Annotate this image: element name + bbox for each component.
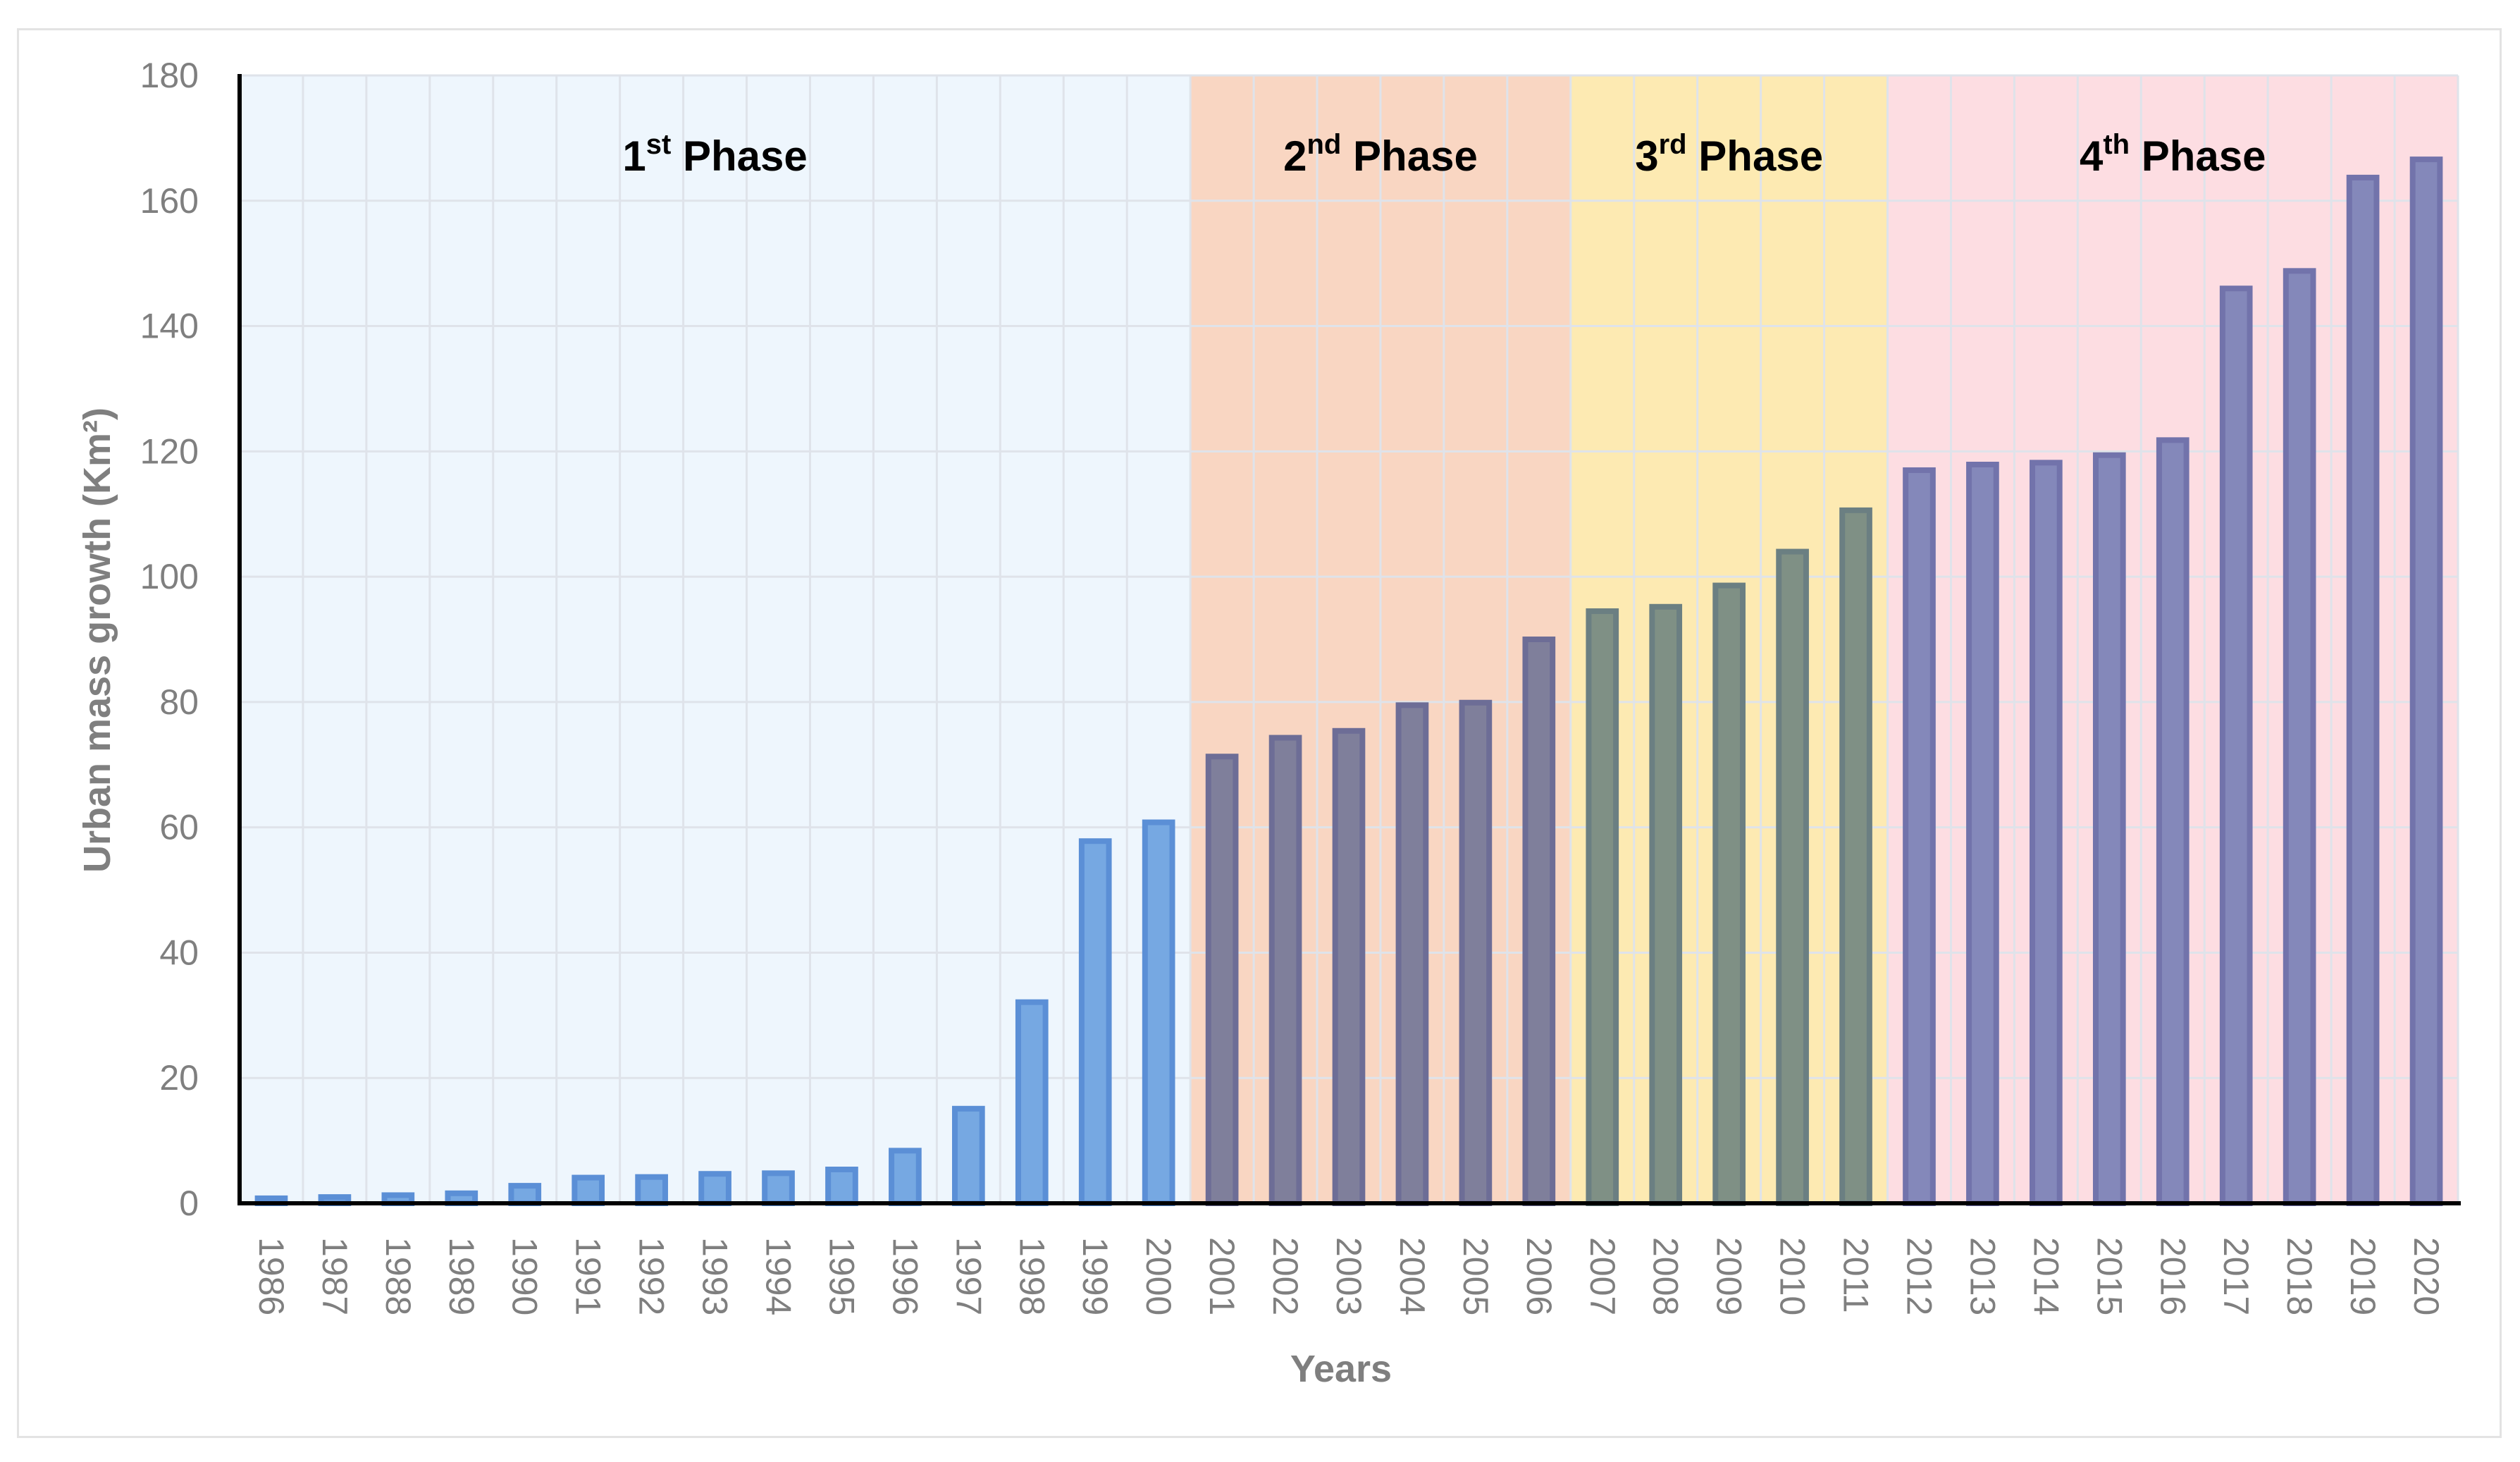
bar-2006 (1522, 637, 1556, 1206)
x-tick-label: 1998 (1012, 1237, 1051, 1315)
y-tick-label: 80 (159, 682, 199, 722)
x-tick-label: 2014 (2026, 1237, 2065, 1315)
bar-1991 (572, 1174, 605, 1206)
bar-2016 (2156, 437, 2189, 1206)
x-tick-label: 2007 (1583, 1237, 1622, 1315)
bar-2002 (1268, 735, 1302, 1206)
phase-label: 4th Phase (2080, 129, 2266, 180)
x-tick-label: 1992 (632, 1237, 672, 1315)
phase-label: 1st Phase (622, 129, 807, 180)
x-tick-label: 2017 (2216, 1237, 2256, 1315)
x-tick-label: 2008 (1646, 1237, 1686, 1315)
gridlines (240, 74, 2459, 1203)
bar-1992 (635, 1174, 668, 1206)
x-tick-label: 1999 (1075, 1237, 1115, 1315)
y-tick-label: 60 (159, 808, 199, 847)
x-tick-label: 2018 (2280, 1237, 2319, 1315)
x-tick-label: 1994 (759, 1237, 798, 1315)
x-tick-label: 1995 (822, 1237, 861, 1315)
bar-2012 (1903, 467, 1936, 1206)
x-tick-label: 2004 (1392, 1237, 1432, 1315)
bar-1995 (825, 1167, 858, 1206)
y-tick-label: 140 (140, 307, 199, 346)
x-tick-label: 2002 (1266, 1237, 1305, 1315)
bar-2018 (2283, 268, 2316, 1206)
bar-1997 (952, 1105, 985, 1207)
bar-2017 (2219, 285, 2253, 1207)
x-tick-label: 2019 (2343, 1237, 2383, 1315)
bar-2004 (1395, 702, 1429, 1206)
bar-2013 (1966, 462, 1999, 1206)
x-tick-label: 2013 (1963, 1237, 2002, 1315)
x-tick-label: 2010 (1773, 1237, 1812, 1315)
bar-2015 (2092, 452, 2126, 1207)
x-tick-label: 2020 (2407, 1237, 2446, 1315)
bars (254, 156, 2443, 1207)
y-tick-label: 120 (140, 431, 199, 471)
bar-1996 (889, 1148, 922, 1207)
x-tick-label: 2016 (2153, 1237, 2192, 1315)
x-tick-label: 1988 (378, 1237, 418, 1315)
bar-2019 (2346, 174, 2380, 1206)
x-tick-label: 1997 (949, 1237, 988, 1315)
bar-1990 (508, 1183, 542, 1206)
bar-2014 (2030, 460, 2063, 1206)
bar-2003 (1332, 727, 1366, 1207)
bar-2008 (1649, 603, 1683, 1206)
bar-1993 (698, 1171, 731, 1206)
bar-2001 (1205, 754, 1239, 1206)
x-tick-label: 2005 (1456, 1237, 1495, 1315)
y-tick-label: 0 (179, 1184, 199, 1223)
x-tick-label: 2001 (1202, 1237, 1242, 1315)
labels: 0 20 40 60 80 100 120 140 160 180 1986 1987 1988 1989… (140, 56, 2446, 1315)
x-tick-label: 2009 (1710, 1237, 1749, 1315)
y-tick-label: 20 (159, 1058, 199, 1098)
phase-label: 2nd Phase (1283, 129, 1478, 180)
x-tick-label: 1987 (315, 1237, 354, 1315)
x-axis-title: Years (1290, 1348, 1392, 1390)
x-tick-label: 1996 (885, 1237, 925, 1315)
x-tick-label: 1991 (569, 1237, 608, 1315)
x-tick-label: 1993 (696, 1237, 735, 1315)
y-axis-title: Urban mass growth (Km²) (76, 407, 118, 873)
x-tick-label: 2000 (1139, 1237, 1178, 1315)
axes (237, 74, 2461, 1205)
bar-2011 (1839, 507, 1872, 1206)
bar-2020 (2409, 156, 2443, 1207)
x-tick-label: 2003 (1329, 1237, 1369, 1315)
bar-1994 (762, 1170, 795, 1207)
y-tick-label: 160 (140, 181, 199, 221)
bar-2000 (1142, 819, 1175, 1206)
x-tick-label: 2015 (2089, 1237, 2129, 1315)
x-tick-label: 1986 (252, 1237, 291, 1315)
y-tick-label: 40 (159, 933, 199, 972)
bar-2009 (1712, 582, 1746, 1206)
bar-2007 (1586, 608, 1619, 1206)
phase-label: 3rd Phase (1635, 129, 1823, 180)
bar-1998 (1015, 999, 1049, 1206)
x-tick-label: 2012 (1899, 1237, 1939, 1315)
bar-1999 (1078, 838, 1112, 1206)
y-tick-label: 100 (140, 557, 199, 596)
bar-2005 (1459, 699, 1493, 1206)
x-tick-label: 2006 (1519, 1237, 1559, 1315)
bar-2010 (1776, 548, 1809, 1206)
y-tick-label: 180 (140, 56, 199, 95)
x-tick-label: 1989 (442, 1237, 481, 1315)
x-tick-label: 1990 (505, 1237, 545, 1315)
x-tick-label: 2011 (1836, 1237, 1876, 1313)
